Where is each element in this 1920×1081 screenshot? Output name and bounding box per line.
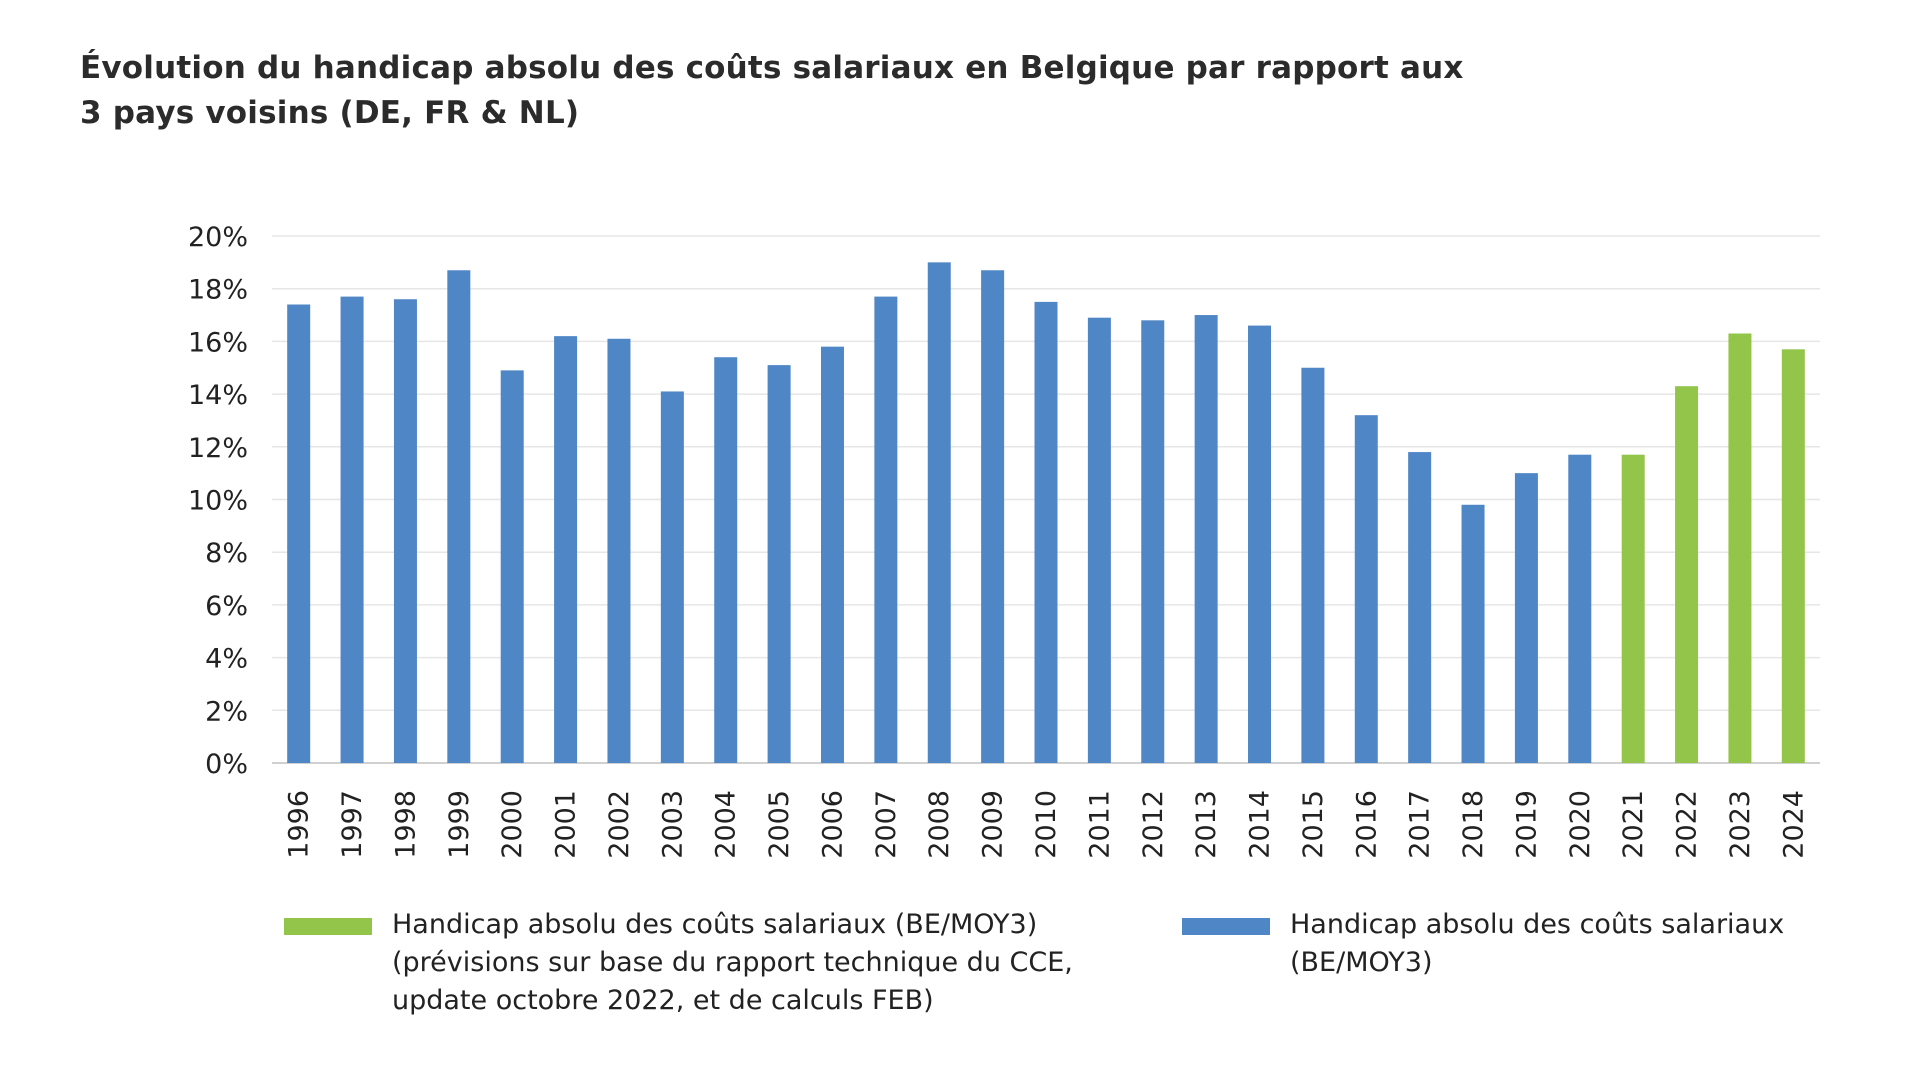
bar-2009 [981,270,1005,763]
bar-1996 [287,304,311,763]
legend-label-forecast-line-2: (prévisions sur base du rapport techniqu… [392,947,1073,978]
x-tick-label: 2005 [764,790,795,859]
y-tick-label: 4% [205,644,248,675]
x-tick-label: 2007 [871,790,902,859]
x-tick-label: 1998 [390,790,421,859]
bar-2021 [1621,454,1645,763]
x-tick-label: 1996 [284,790,315,859]
chart-title-line-2: 3 pays voisins (DE, FR & NL) [80,95,580,131]
x-tick-label: 2010 [1031,790,1062,859]
bar-1997 [340,296,364,763]
bar-2013 [1194,315,1218,763]
bar-2005 [767,365,791,763]
bar-2022 [1675,386,1699,763]
x-tick-label: 1999 [444,790,475,859]
x-tick-label: 2020 [1565,790,1596,859]
x-tick-label: 2022 [1672,790,1703,859]
legend-item-forecast: Handicap absolu des coûts salariaux (BE/… [284,906,1073,1020]
bar-2024 [1781,349,1805,763]
bar-2023 [1728,333,1752,763]
x-tick-label: 2014 [1245,790,1276,859]
legend-label-actual-line-2: (BE/MOY3) [1290,947,1433,978]
x-tick-label: 2006 [817,790,848,859]
y-tick-label: 10% [188,486,248,517]
bar-1999 [447,270,471,763]
x-tick-label: 2017 [1405,790,1436,859]
y-tick-label: 18% [188,275,248,306]
bar-2003 [660,391,684,763]
x-tick-label: 2002 [604,790,635,859]
bar-2004 [714,357,738,763]
x-tick-label: 2015 [1298,790,1329,859]
x-tick-label: 2000 [497,790,528,859]
bar-2018 [1461,504,1485,763]
x-tick-label: 2016 [1351,790,1382,859]
bar-2014 [1248,325,1272,763]
legend-swatch-actual [1182,918,1270,935]
legend-label-forecast: Handicap absolu des coûts salariaux (BE/… [392,906,1073,1020]
legend-label-forecast-line-3: update octobre 2022, et de calculs FEB) [392,985,934,1016]
x-tick-label: 2003 [657,790,688,859]
bar-2002 [607,338,631,763]
y-tick-label: 8% [205,538,248,569]
legend-item-actual: Handicap absolu des coûts salariaux (BE/… [1182,906,1784,982]
bar-2006 [820,346,844,763]
x-tick-label: 1997 [337,790,368,859]
chart-title-line-1: Évolution du handicap absolu des coûts s… [80,50,1464,86]
chart-title: Évolution du handicap absolu des coûts s… [80,46,1730,136]
legend-label-actual-line-1: Handicap absolu des coûts salariaux [1290,909,1785,940]
bar-2011 [1087,317,1111,763]
bar-2015 [1301,367,1325,763]
bar-2000 [500,370,524,763]
x-tick-label: 2008 [924,790,955,859]
x-tick-label: 2021 [1618,790,1649,859]
y-tick-label: 20% [188,222,248,253]
x-tick-label: 2012 [1138,790,1169,859]
legend-label-actual: Handicap absolu des coûts salariaux (BE/… [1290,906,1784,982]
y-axis-tick-labels: 0% 2% 4% 6% 8% 10% 12% 14% 16% 18% 20% [188,222,248,780]
x-tick-label: 2009 [978,790,1009,859]
x-tick-label: 2019 [1511,790,1542,859]
bar-2012 [1141,320,1165,763]
x-axis-tick-labels: 1996 1997 1998 1999 2000 2001 2002 2003 2004 2005… [284,790,1810,859]
x-tick-label: 2001 [551,790,582,859]
bar-2008 [927,262,951,763]
bar-1998 [393,299,417,763]
legend-swatch-forecast [284,918,372,935]
bar-2007 [874,296,898,763]
bar-2016 [1354,415,1378,763]
y-tick-label: 0% [205,749,248,780]
bars [287,262,1805,763]
x-tick-label: 2023 [1725,790,1756,859]
x-tick-label: 2018 [1458,790,1489,859]
bar-2019 [1514,473,1538,763]
y-tick-label: 6% [205,591,248,622]
y-tick-label: 14% [188,380,248,411]
bar-2020 [1568,454,1592,763]
bar-2017 [1408,452,1432,763]
y-tick-label: 16% [188,327,248,358]
legend-label-forecast-line-1: Handicap absolu des coûts salariaux (BE/… [392,909,1038,940]
x-tick-label: 2004 [711,790,742,859]
bar-2010 [1034,301,1058,763]
x-tick-label: 2024 [1778,790,1809,859]
x-tick-label: 2011 [1084,790,1115,859]
bar-2001 [554,336,578,763]
y-tick-label: 2% [205,696,248,727]
x-tick-label: 2013 [1191,790,1222,859]
y-tick-label: 12% [188,433,248,464]
